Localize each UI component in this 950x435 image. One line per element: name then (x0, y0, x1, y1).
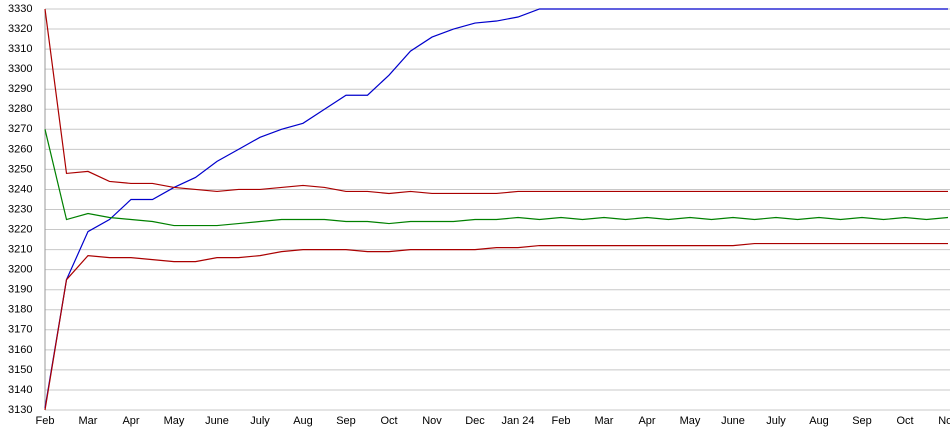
x-tick-label: Aug (809, 415, 829, 427)
y-tick-label: 3170 (8, 324, 32, 336)
x-tick-label: Apr (638, 415, 655, 427)
y-tick-label: 3150 (8, 364, 32, 376)
y-tick-label: 3270 (8, 123, 32, 135)
x-tick-label: May (680, 415, 701, 427)
y-tick-label: 3210 (8, 244, 32, 256)
x-tick-label: Nov (938, 415, 950, 427)
x-tick-label: June (205, 415, 229, 427)
x-tick-label: Oct (896, 415, 913, 427)
x-tick-label: June (721, 415, 745, 427)
y-tick-label: 3220 (8, 223, 32, 235)
series-line (44, 242, 948, 411)
x-tick-label: Nov (422, 415, 442, 427)
y-tick-label: 3310 (8, 43, 32, 55)
x-tick-label: Mar (79, 415, 98, 427)
y-tick-label: 3260 (8, 143, 32, 155)
y-tick-label: 3230 (8, 203, 32, 215)
series-line (44, 8, 948, 195)
y-tick-label: 3240 (8, 183, 32, 195)
y-tick-label: 3160 (8, 344, 32, 356)
x-tick-label: Aug (293, 415, 313, 427)
y-tick-label: 3290 (8, 83, 32, 95)
y-tick-label: 3200 (8, 264, 32, 276)
x-tick-label: Dec (465, 415, 485, 427)
series-line (44, 129, 949, 227)
x-tick-label: Apr (122, 415, 139, 427)
y-tick-label: 3130 (8, 404, 32, 416)
series-line (44, 8, 948, 409)
x-tick-label: Feb (36, 415, 55, 427)
y-tick-label: 3330 (8, 3, 32, 15)
y-tick-label: 3250 (8, 163, 32, 175)
x-tick-label: Oct (380, 415, 397, 427)
y-tick-label: 3180 (8, 304, 32, 316)
y-tick-label: 3190 (8, 284, 32, 296)
y-tick-label: 3300 (8, 63, 32, 75)
y-tick-label: 3320 (8, 23, 32, 35)
x-tick-label: Feb (552, 415, 571, 427)
x-tick-label: May (164, 415, 185, 427)
x-tick-label: July (250, 415, 270, 427)
y-tick-label: 3140 (8, 384, 32, 396)
x-tick-label: July (766, 415, 786, 427)
x-tick-label: Sep (336, 415, 356, 427)
y-tick-label: 3280 (8, 103, 32, 115)
x-tick-label: Jan 24 (501, 415, 534, 427)
x-tick-label: Sep (852, 415, 872, 427)
x-tick-label: Mar (595, 415, 614, 427)
